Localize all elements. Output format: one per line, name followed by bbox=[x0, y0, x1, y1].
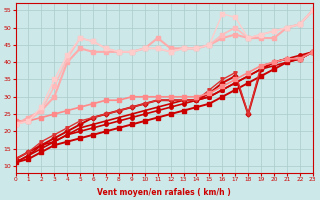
X-axis label: Vent moyen/en rafales ( km/h ): Vent moyen/en rafales ( km/h ) bbox=[97, 188, 231, 197]
